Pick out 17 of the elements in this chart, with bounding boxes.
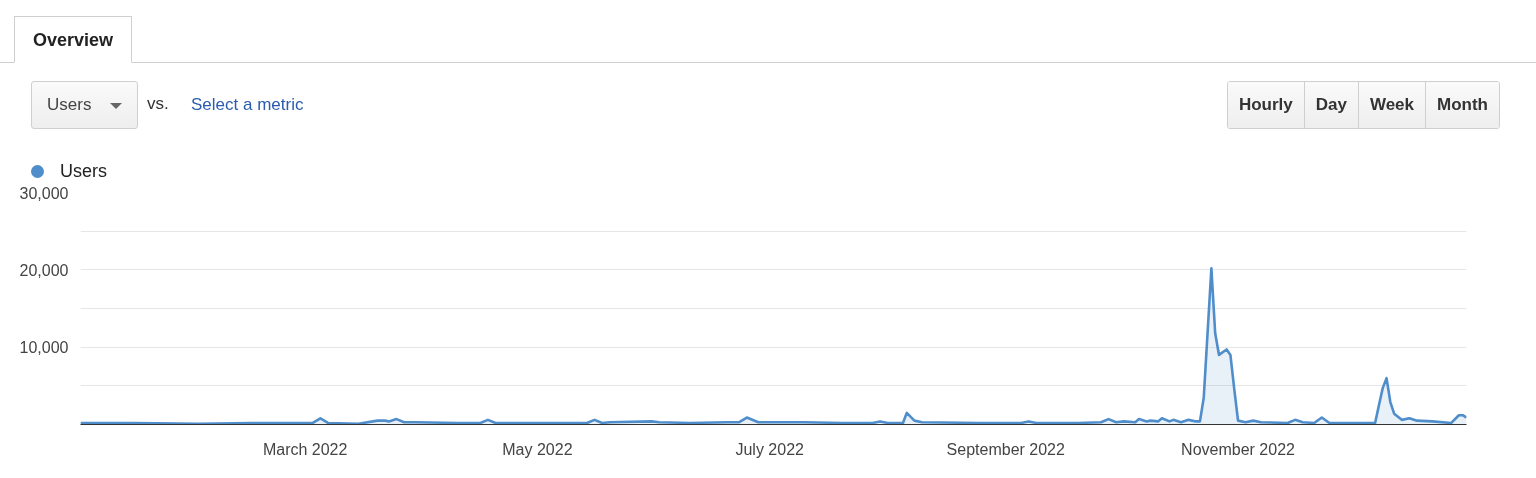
button: Week	[1357, 82, 1425, 128]
x-tick-label: September 2022	[946, 440, 1066, 458]
x-tick-label: May 2022	[502, 440, 573, 458]
y-tick-label: 20,000	[19, 261, 69, 279]
y-tick-label: 10,000	[19, 339, 69, 357]
tab: Overview	[14, 16, 132, 63]
text: vs.	[147, 93, 169, 115]
dropdown: Users	[31, 81, 138, 129]
text: Select a metric	[191, 94, 304, 116]
button: Month	[1425, 82, 1499, 128]
button: Day	[1303, 82, 1358, 128]
legend-label: Users	[60, 160, 107, 182]
x-tick-label: November 2022	[1181, 440, 1296, 458]
x-tick-label: July 2022	[735, 440, 805, 458]
x-tick-label: March 2022	[262, 440, 348, 458]
button: Hourly	[1227, 82, 1304, 128]
y-tick-label: 30,000	[19, 184, 69, 202]
